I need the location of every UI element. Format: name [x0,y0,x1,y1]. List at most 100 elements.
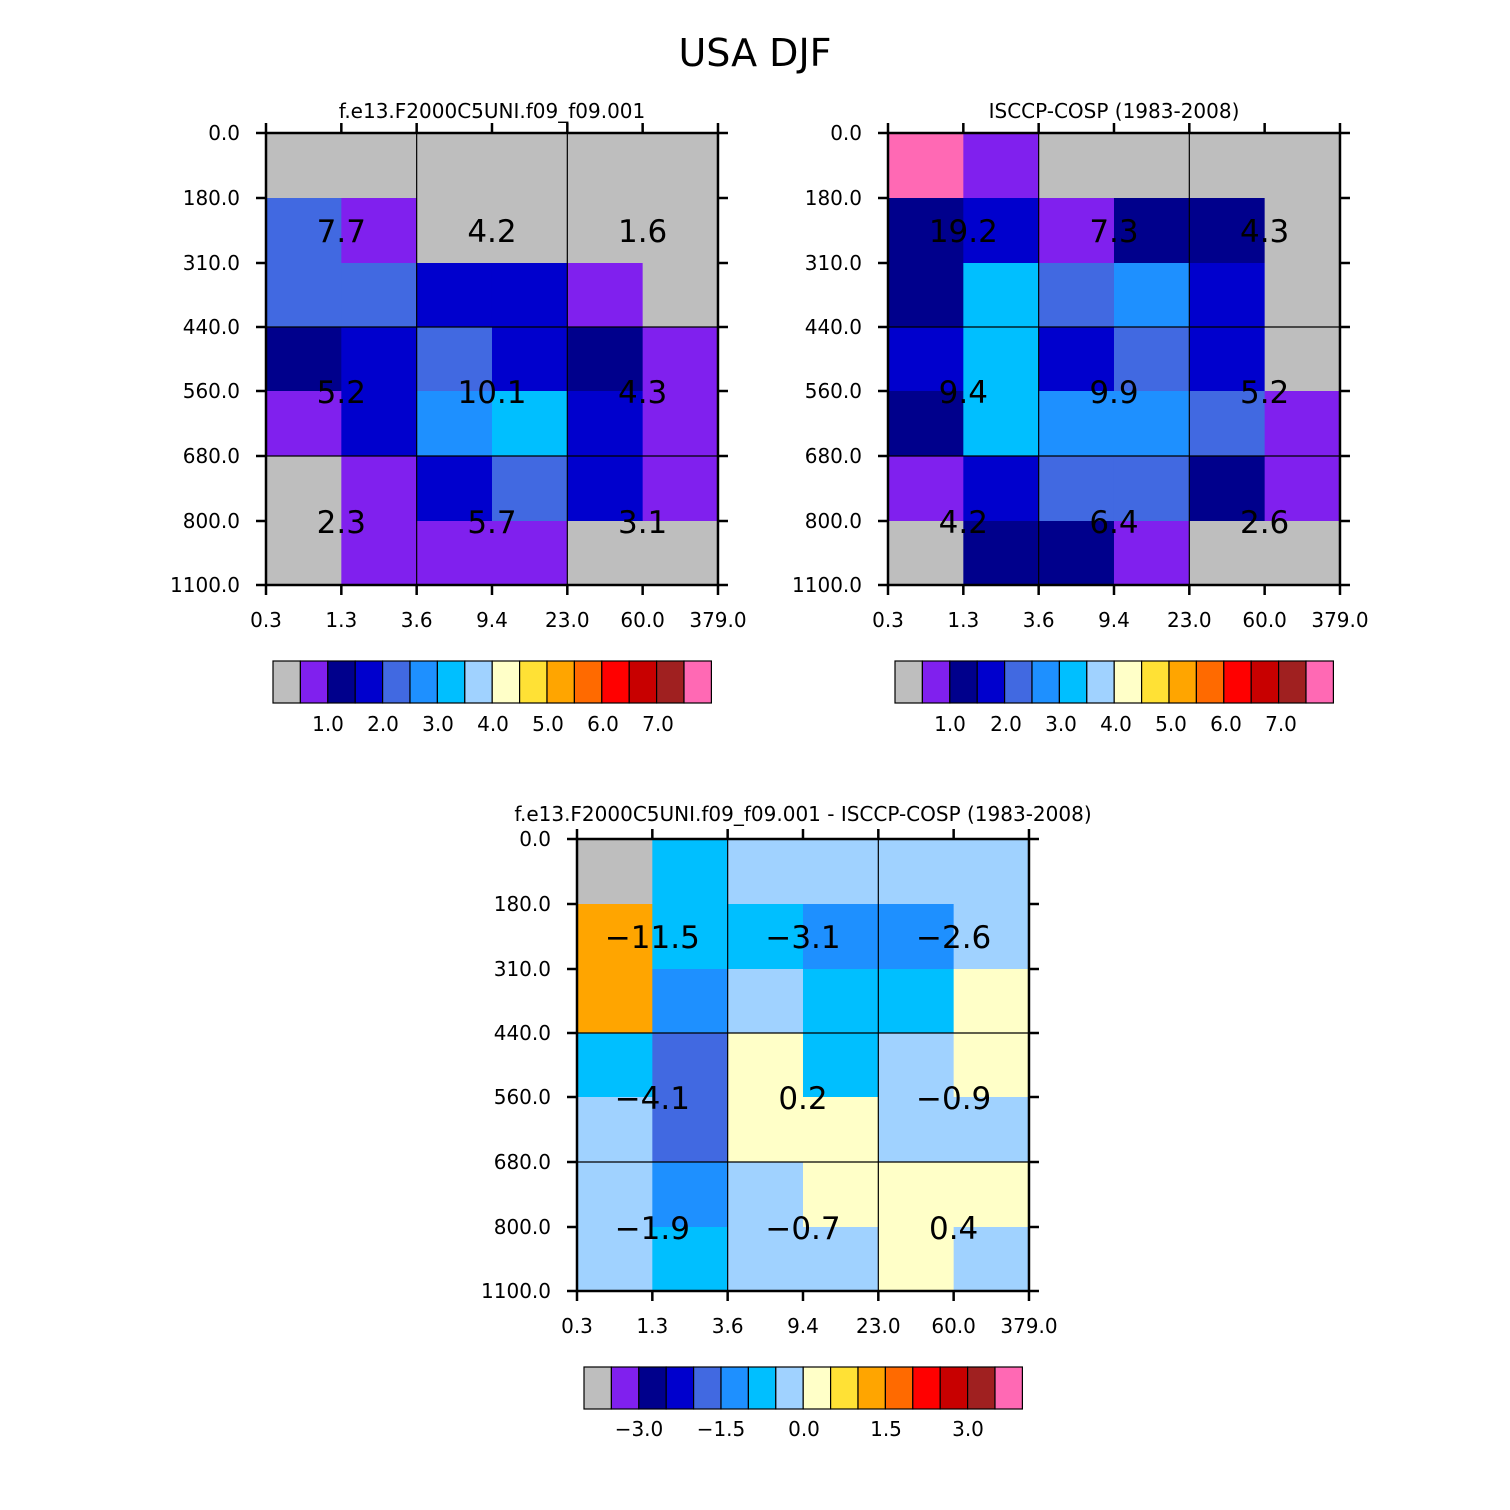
colorbar-swatch [436,660,466,704]
heatmap-cell [577,1162,653,1228]
heatmap-cell [642,133,719,199]
x-tick-label: 0.3 [872,608,904,632]
heatmap-cell [953,839,1030,905]
heatmap-cell [266,327,342,392]
group-value-label: −3.1 [765,920,840,956]
colorbar-swatch [692,1366,722,1410]
axes-diff: 0.3 1.3 3.6 9.4 23.0 60.0 379.0 0.0 180.0 310.0 44… [481,827,1058,1338]
heatmap-cell [266,263,342,328]
x-tick-label: 3.6 [1023,608,1055,632]
panel-title-model: f.e13.F2000C5UNI.f09_f09.001 [339,99,646,123]
heatmap-cell [1189,263,1266,328]
colorbar-swatch [994,1366,1023,1410]
y-tick-label: 440.0 [183,315,240,339]
colorbar-swatch [1086,660,1115,704]
heatmap-cell [888,133,964,199]
heatmap-cell [1113,198,1190,264]
heatmap-cell [416,521,493,586]
heatmap-cell [491,327,568,392]
heatmap-cell [727,904,804,970]
group-value-label: 4.2 [939,505,988,541]
colorbar-swatch [747,1366,777,1410]
heatmap-cell [1189,391,1266,457]
heatmap-cell [642,521,719,586]
colorbar-swatch [573,660,603,704]
heatmap-cell [963,327,1040,392]
group-value-label: 4.3 [1240,214,1289,250]
group-value-label: 4.2 [467,214,516,250]
heatmap-cell [642,391,719,457]
x-tick-label: 0.3 [561,1314,593,1338]
panel-obs: ISCCP-COSP (1983-2008) 19.2 7.3 4.3 9.4 9.9 5… [792,99,1369,736]
heatmap-cell [416,263,493,328]
colorbar-label: 1.0 [934,712,966,736]
heatmap-cell [1038,391,1115,457]
heatmap-cell [878,1033,955,1098]
colorbar-swatch [976,660,1006,704]
colorbar-label: 5.0 [1155,712,1187,736]
x-tick-label: 23.0 [856,1314,901,1338]
heatmap-cell [727,969,804,1034]
colorbar-swatch [354,660,384,704]
colorbar-obs: 1.0 2.0 3.0 4.0 5.0 6.0 7.0 [894,660,1334,736]
heatmap-cell [652,1033,729,1098]
value-labels-diff: −11.5 −3.1 −2.6 −4.1 0.2 −0.9 −1.9 −0.7 0.4 [605,920,991,1247]
colorbar-label: 3.0 [422,712,454,736]
heatmap-cell [1264,456,1341,522]
colorbar-swatch [1031,660,1060,704]
y-tick-label: 1100.0 [481,1279,551,1303]
heatmap-cell [577,1033,653,1098]
heatmap-cell [1189,133,1266,199]
heatmap-cell [1038,327,1115,392]
x-tick-label: 379.0 [689,608,746,632]
colorbar-swatch [894,660,923,704]
heatmap-cell [652,1162,729,1228]
group-value-label: 9.9 [1089,375,1138,411]
heatmap-cell [802,839,879,905]
colorbar-swatch [628,660,658,704]
colorbar-swatch [610,1366,640,1410]
heatmap-cell [652,839,729,905]
colorbar-swatch [1058,660,1088,704]
y-tick-label: 560.0 [183,379,240,403]
heatmap-cell [577,904,653,970]
heatmap-cell [963,263,1040,328]
heatmap-cell [1264,133,1341,199]
colorbar-label: 2.0 [990,712,1022,736]
heatmap-cell [1038,263,1115,328]
heatmap-cell [888,456,964,522]
heatmap-cell [567,391,644,457]
colorbar-label: 4.0 [1100,712,1132,736]
heatmap-cell [878,1097,955,1163]
heatmap-cell [266,521,342,586]
heatmap-cell [963,391,1040,457]
heatmap-cell [266,456,342,522]
colorbar-swatch [720,1366,749,1410]
heatmap-cell [1113,133,1190,199]
group-value-label: 0.4 [929,1211,978,1247]
colorbar-swatch [829,1366,859,1410]
colorbar-swatch [775,1366,804,1410]
heatmap-cell [1264,521,1341,586]
heatmap-cell [953,969,1030,1034]
group-value-label: 7.3 [1089,214,1138,250]
heatmap-cell [888,521,964,586]
heatmap-cell [491,198,568,264]
heatmap-cell [727,1227,804,1292]
heatmap-cell [652,1097,729,1163]
x-tick-label: 379.0 [1311,608,1368,632]
y-tick-label: 680.0 [494,1150,551,1174]
x-tick-label: 23.0 [1167,608,1212,632]
heatmap-cell [567,263,644,328]
axes-model: 0.3 1.3 3.6 9.4 23.0 60.0 379.0 0.0 180.0 310.0 44… [170,121,747,632]
x-tick-label: 1.3 [325,608,357,632]
colorbar-label: 1.5 [870,1417,902,1441]
heatmap-cell [416,456,493,522]
heatmap-cell [416,198,493,264]
heatmap-cell [1038,456,1115,522]
heatmap-cell [953,1227,1030,1292]
heatmap-cell [1264,327,1341,392]
y-tick-label: 440.0 [494,1021,551,1045]
colorbar-swatch [299,660,329,704]
group-value-label: 1.6 [618,214,667,250]
